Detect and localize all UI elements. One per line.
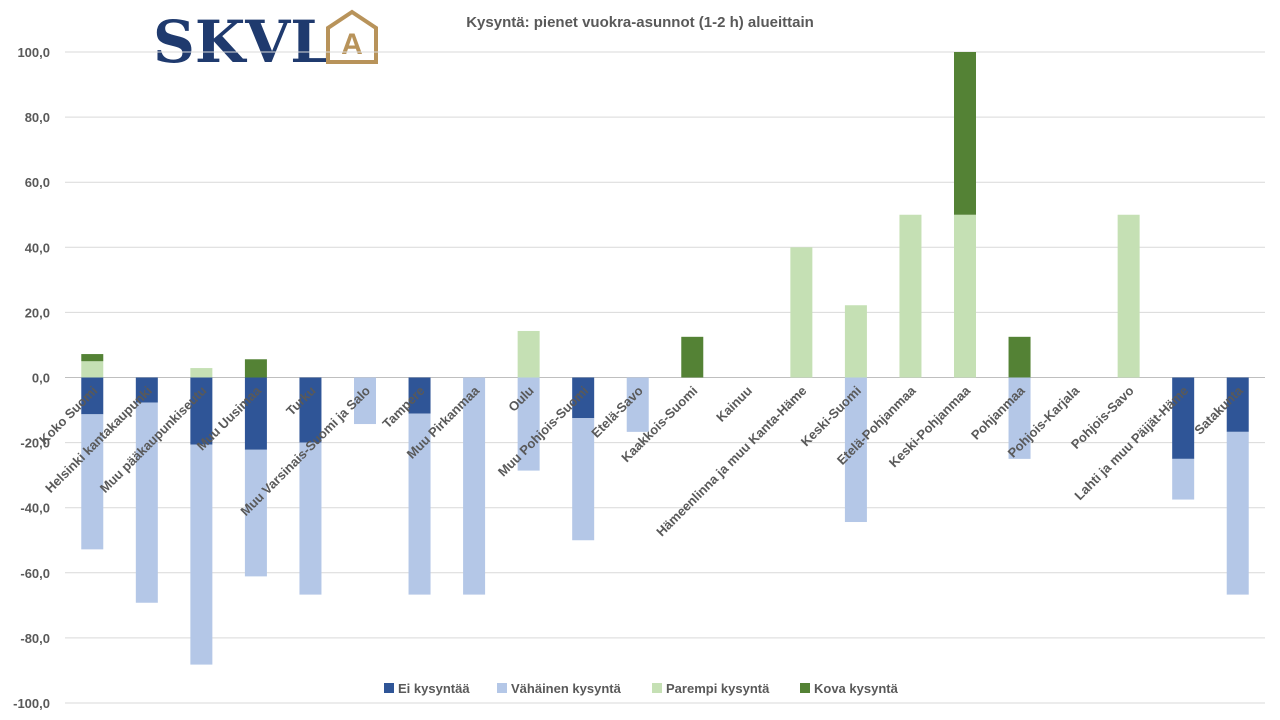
bar-segment [954, 214, 976, 378]
bar-segment [517, 377, 540, 471]
bar-segment [954, 52, 976, 215]
bar-segment [81, 354, 104, 362]
bar-segment [1008, 377, 1031, 459]
bar-segment [463, 377, 486, 595]
logo-text: SKVL [153, 8, 331, 76]
bar-segment [572, 377, 595, 419]
legend-label: Vähäinen kysyntä [511, 681, 622, 696]
legend-label: Kova kysyntä [814, 681, 899, 696]
legend-swatch [497, 683, 507, 693]
y-tick-label: -80,0 [20, 631, 50, 646]
bar-segment [190, 377, 213, 445]
y-tick-label: 100,0 [17, 45, 50, 60]
bar-segment [135, 377, 158, 403]
bar-segment [844, 305, 867, 378]
y-tick-label: 20,0 [25, 305, 50, 320]
y-tick-label: -40,0 [20, 501, 50, 516]
bar-segment [190, 444, 213, 665]
legend-label: Parempi kysyntä [666, 681, 770, 696]
bar-segment [517, 330, 540, 378]
chart-title: Kysyntä: pienet vuokra-asunnot (1-2 h) a… [466, 14, 814, 31]
legend-swatch [652, 683, 662, 693]
bar-segment [572, 418, 595, 541]
bar-segment [1172, 377, 1195, 459]
legend: Ei kysyntää Vähäinen kysyntä Parempi kysyn… [384, 681, 899, 696]
y-tick-label: -60,0 [20, 566, 50, 581]
bar-segment [81, 361, 104, 378]
y-tick-label: -100,0 [13, 696, 50, 711]
bar-segment [244, 377, 267, 450]
bar-segment [1117, 214, 1140, 378]
y-tick-label: -20,0 [20, 436, 50, 451]
bars [81, 52, 1249, 665]
legend-swatch [384, 683, 394, 693]
logo-house-icon: A [326, 9, 378, 64]
bar-segment [408, 413, 431, 595]
bar-segment [899, 214, 922, 378]
bar-segment [790, 247, 813, 378]
legend-swatch [800, 683, 810, 693]
bar-segment [244, 449, 267, 577]
y-tick-label: 0,0 [32, 371, 50, 386]
bar-segment [190, 368, 213, 378]
y-tick-label: 80,0 [25, 110, 50, 125]
bar-segment [681, 336, 704, 378]
bar-segment [354, 377, 376, 425]
y-tick-label: 60,0 [25, 175, 50, 190]
y-tick-label: 40,0 [25, 240, 50, 255]
bar-segment [1226, 431, 1249, 595]
x-tick-label: Kainuu [713, 383, 755, 425]
bar-segment [844, 377, 867, 523]
bar-segment [299, 442, 322, 595]
bar-segment [1172, 458, 1195, 500]
bar-segment [81, 377, 104, 415]
bar-segment [81, 414, 104, 550]
y-axis-ticks: -100,0 -80,0 -60,0 -40,0 -20,0 0,0 20,0 40,0 60,… [13, 45, 50, 711]
bar-segment [135, 402, 158, 603]
bar-segment [299, 377, 322, 443]
bar-segment [626, 377, 649, 432]
bar-segment [1008, 336, 1031, 378]
skvl-logo: SKVL A [153, 8, 378, 76]
bar-segment [244, 359, 267, 378]
legend-label: Ei kysyntää [398, 681, 470, 696]
bar-segment [1226, 377, 1249, 432]
logo-letter: A [341, 28, 363, 61]
bar-segment [408, 377, 431, 414]
